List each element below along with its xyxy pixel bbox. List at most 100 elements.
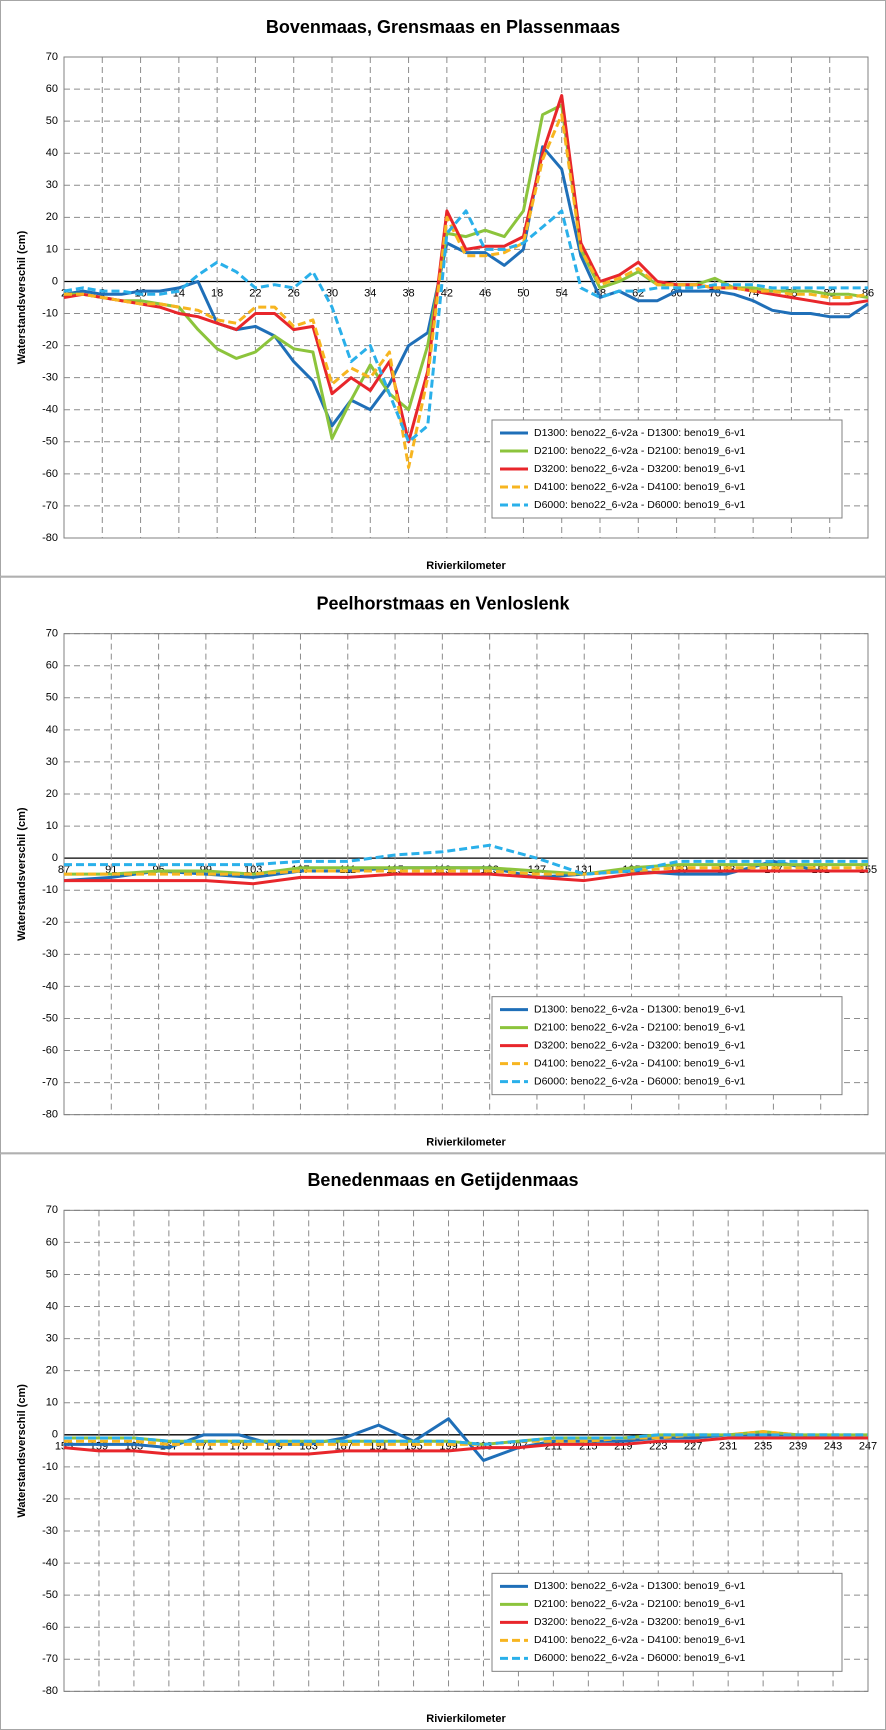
y-tick-label: 50 — [46, 1268, 58, 1280]
x-axis-label: Rivierkilometer — [426, 560, 506, 572]
y-tick-label: 60 — [46, 1236, 58, 1248]
chart-title: Peelhorstmaas en Venloslenk — [316, 593, 570, 613]
legend-label: D6000: beno22_6-v2a - D6000: beno19_6-v1 — [534, 1075, 745, 1087]
x-tick-label: 223 — [649, 1441, 667, 1453]
y-tick-label: -60 — [42, 1621, 58, 1633]
y-tick-label: 20 — [46, 1365, 58, 1377]
y-tick-label: -50 — [42, 1589, 58, 1601]
series-line — [64, 113, 869, 469]
legend-label: D4100: beno22_6-v2a - D4100: beno19_6-v1 — [534, 1634, 745, 1646]
y-tick-label: -50 — [42, 1012, 58, 1024]
x-tick-label: 54 — [556, 287, 568, 299]
x-tick-label: 34 — [364, 287, 376, 299]
legend-label: D3200: beno22_6-v2a - D3200: beno19_6-v1 — [534, 1039, 745, 1051]
y-tick-label: -70 — [42, 1653, 58, 1665]
legend-label: D6000: beno22_6-v2a - D6000: beno19_6-v1 — [534, 499, 745, 511]
y-axis-label: Waterstandsverschil (cm) — [16, 230, 28, 364]
chart-panel: Benedenmaas en Getijdenmaas Rivierkilomet… — [0, 1153, 886, 1730]
x-tick-label: 26 — [288, 287, 300, 299]
y-tick-label: 70 — [46, 1204, 58, 1216]
y-tick-label: -30 — [42, 1525, 58, 1537]
y-tick-label: 50 — [46, 692, 58, 704]
y-tick-label: 70 — [46, 628, 58, 640]
y-tick-label: -70 — [42, 1077, 58, 1089]
y-tick-label: -10 — [42, 307, 58, 319]
y-tick-label: -80 — [42, 1109, 58, 1121]
y-tick-label: 30 — [46, 756, 58, 768]
legend-label: D3200: beno22_6-v2a - D3200: beno19_6-v1 — [534, 1616, 745, 1628]
x-tick-label: 46 — [479, 287, 491, 299]
y-tick-label: 20 — [46, 788, 58, 800]
y-tick-label: 30 — [46, 179, 58, 191]
y-tick-label: -60 — [42, 1044, 58, 1056]
y-tick-label: -50 — [42, 436, 58, 448]
series-line — [64, 1430, 868, 1446]
y-tick-label: -80 — [42, 532, 58, 544]
series-line — [64, 863, 868, 876]
legend-label: D1300: beno22_6-v2a - D1300: beno19_6-v1 — [534, 1580, 745, 1592]
y-tick-label: -20 — [42, 340, 58, 352]
y-tick-label: -60 — [42, 468, 58, 480]
y-tick-label: 0 — [52, 1429, 58, 1441]
y-tick-label: 60 — [46, 660, 58, 672]
y-tick-label: -10 — [42, 884, 58, 896]
y-tick-label: 40 — [46, 147, 58, 159]
y-tick-label: -20 — [42, 1493, 58, 1505]
y-tick-label: 0 — [52, 852, 58, 864]
y-tick-label: -30 — [42, 372, 58, 384]
y-tick-label: 30 — [46, 1333, 58, 1345]
y-tick-label: 60 — [46, 83, 58, 95]
y-tick-label: 10 — [46, 1397, 58, 1409]
legend-label: D3200: beno22_6-v2a - D3200: beno19_6-v1 — [534, 463, 745, 475]
y-axis-label: Waterstandsverschil (cm) — [16, 807, 28, 941]
x-axis-label: Rivierkilometer — [426, 1137, 506, 1149]
series-line — [63, 209, 868, 444]
legend-label: D2100: beno22_6-v2a - D2100: beno19_6-v1 — [534, 1598, 745, 1610]
x-tick-label: 42 — [441, 287, 453, 299]
chart-title: Benedenmaas en Getijdenmaas — [307, 1170, 578, 1190]
series-line — [64, 1433, 868, 1446]
x-tick-label: 30 — [326, 287, 338, 299]
y-tick-label: -20 — [42, 916, 58, 928]
legend-label: D2100: beno22_6-v2a - D2100: beno19_6-v1 — [534, 445, 745, 457]
y-tick-label: 40 — [46, 1300, 58, 1312]
y-tick-label: -30 — [42, 948, 58, 960]
series-line — [64, 866, 868, 876]
y-tick-label: -40 — [42, 1557, 58, 1569]
x-tick-label: 235 — [754, 1441, 772, 1453]
y-tick-label: 0 — [52, 275, 58, 287]
x-tick-label: 50 — [517, 287, 529, 299]
y-tick-label: -10 — [42, 1461, 58, 1473]
series-line — [63, 94, 869, 444]
x-tick-label: 18 — [211, 287, 223, 299]
y-tick-label: 50 — [46, 115, 58, 127]
y-tick-label: 20 — [46, 211, 58, 223]
y-axis-label: Waterstandsverschil (cm) — [16, 1384, 28, 1518]
legend-label: D2100: beno22_6-v2a - D2100: beno19_6-v1 — [534, 1021, 745, 1033]
legend-label: D6000: beno22_6-v2a - D6000: beno19_6-v1 — [534, 1652, 745, 1664]
legend-label: D4100: beno22_6-v2a - D4100: beno19_6-v1 — [534, 1057, 745, 1069]
y-tick-label: -70 — [42, 500, 58, 512]
legend-label: D1300: beno22_6-v2a - D1300: beno19_6-v1 — [534, 427, 745, 439]
plot-border — [63, 1209, 869, 1692]
x-tick-label: 243 — [824, 1441, 842, 1453]
y-tick-label: 10 — [46, 243, 58, 255]
x-tick-label: 38 — [402, 287, 414, 299]
legend-label: D1300: beno22_6-v2a - D1300: beno19_6-v1 — [534, 1003, 745, 1015]
y-tick-label: 40 — [46, 724, 58, 736]
x-tick-label: 22 — [249, 287, 261, 299]
y-tick-label: 70 — [46, 51, 58, 63]
legend-label: D4100: beno22_6-v2a - D4100: beno19_6-v1 — [534, 481, 745, 493]
y-tick-label: -40 — [42, 980, 58, 992]
x-tick-label: 231 — [719, 1441, 737, 1453]
chart-panel: Bovenmaas, Grensmaas en Plassenmaas Rivie… — [0, 0, 886, 577]
chart-panel: Peelhorstmaas en Venloslenk Rivierkilomet… — [0, 576, 886, 1154]
x-axis-label: Rivierkilometer — [426, 1713, 506, 1725]
series-line — [64, 843, 868, 876]
y-tick-label: -80 — [42, 1685, 58, 1697]
legend-box — [491, 419, 843, 519]
chart-title: Bovenmaas, Grensmaas en Plassenmaas — [266, 17, 620, 37]
legend-box — [491, 996, 843, 1096]
series-line — [64, 103, 869, 441]
